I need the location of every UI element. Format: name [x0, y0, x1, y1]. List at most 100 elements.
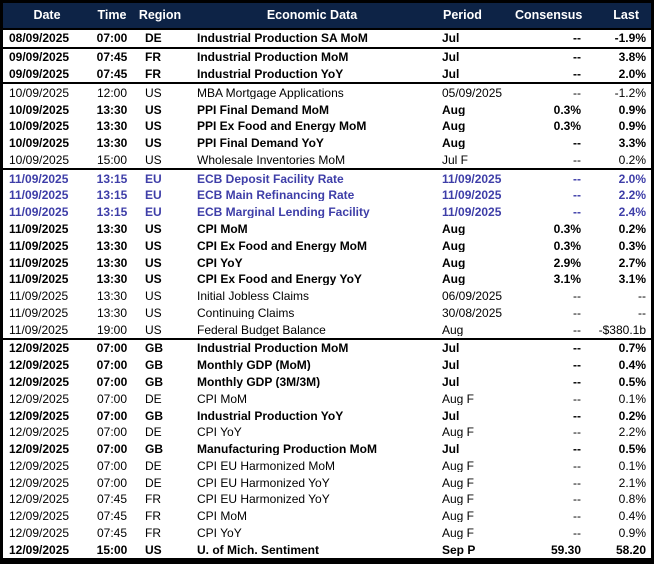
cell-time: 15:00	[96, 153, 128, 166]
cell-region: US	[145, 273, 162, 286]
table-row: 12/09/2025 07:00 DE CPI EU Harmonized Yo…	[3, 474, 651, 492]
cell-consensus: --	[573, 189, 581, 202]
cell-region: US	[145, 222, 162, 235]
cell-period: Aug	[442, 120, 466, 133]
cell-economic-data: PPI Final Demand YoY	[197, 137, 324, 150]
cell-last: 2.0%	[618, 172, 646, 185]
cell-economic-data: Continuing Claims	[197, 306, 295, 319]
cell-date: 11/09/2025	[9, 290, 69, 303]
cell-economic-data: CPI YoY	[197, 426, 242, 439]
cell-period: 11/09/2025	[442, 206, 502, 219]
table-row: 09/09/2025 07:45 FR Industrial Productio…	[3, 48, 651, 66]
table-row: 12/09/2025 07:00 GB Industrial Productio…	[3, 340, 651, 357]
cell-period: Aug F	[442, 527, 475, 540]
cell-period: 11/09/2025	[442, 189, 502, 202]
cell-region: GB	[145, 342, 163, 355]
cell-date: 11/09/2025	[9, 172, 69, 185]
cell-region: US	[145, 256, 162, 269]
cell-last: 0.4%	[618, 359, 646, 372]
cell-last: 2.2%	[618, 426, 646, 439]
cell-region: FR	[145, 493, 161, 506]
table-row: 12/09/2025 07:00 GB Monthly GDP (3M/3M) …	[3, 373, 651, 391]
cell-economic-data: Industrial Production MoM	[197, 51, 349, 64]
cell-date: 11/09/2025	[9, 306, 69, 319]
table-row: 08/09/2025 07:00 DE Industrial Productio…	[3, 30, 651, 49]
cell-last: 2.0%	[618, 67, 646, 80]
cell-region: US	[145, 153, 162, 166]
cell-date: 12/09/2025	[9, 359, 70, 372]
cell-economic-data: Monthly GDP (MoM)	[197, 359, 311, 372]
cell-period: 30/08/2025	[442, 306, 503, 319]
cell-date: 09/09/2025	[9, 51, 70, 64]
cell-economic-data: ECB Deposit Facility Rate	[197, 172, 344, 185]
cell-economic-data: Industrial Production SA MoM	[197, 32, 368, 45]
table-row: 12/09/2025 15:00 US U. of Mich. Sentimen…	[3, 541, 651, 558]
cell-consensus: 0.3%	[553, 103, 581, 116]
table-row: 12/09/2025 07:45 FR CPI EU Harmonized Yo…	[3, 491, 651, 508]
cell-consensus: 0.3%	[553, 222, 581, 235]
cell-consensus: --	[573, 32, 581, 45]
cell-last: 0.4%	[618, 510, 646, 523]
cell-last: 0.5%	[618, 376, 646, 389]
cell-economic-data: MBA Mortgage Applications	[197, 86, 344, 99]
cell-date: 12/09/2025	[9, 510, 70, 523]
column-header-consensus: Consensus	[515, 9, 583, 22]
cell-period: 05/09/2025	[442, 86, 503, 99]
cell-last: 0.1%	[618, 459, 646, 472]
cell-consensus: 2.9%	[553, 256, 581, 269]
cell-time: 07:00	[96, 426, 128, 439]
cell-period: Aug	[442, 273, 466, 286]
cell-period: Jul	[442, 342, 460, 355]
cell-region: US	[145, 120, 162, 133]
cell-period: Jul	[442, 409, 460, 422]
table-row: 12/09/2025 07:45 FR CPI MoM Aug F -- 0.4…	[3, 507, 651, 525]
column-header-date: Date	[33, 9, 61, 22]
cell-last: 58.20	[615, 543, 646, 556]
cell-date: 12/09/2025	[9, 376, 70, 389]
cell-time: 13:30	[96, 306, 128, 319]
cell-last: 3.3%	[618, 137, 646, 150]
cell-period: Aug F	[442, 510, 475, 523]
cell-economic-data: Wholesale Inventories MoM	[197, 153, 346, 166]
cell-economic-data: CPI Ex Food and Energy YoY	[197, 273, 362, 286]
cell-last: 2.2%	[618, 189, 646, 202]
cell-last: 3.8%	[618, 51, 646, 64]
cell-economic-data: PPI Ex Food and Energy MoM	[197, 120, 367, 133]
cell-time: 07:00	[96, 376, 128, 389]
cell-region: EU	[145, 206, 162, 219]
cell-time: 07:00	[96, 392, 128, 405]
cell-date: 09/09/2025	[9, 67, 70, 80]
cell-consensus: --	[573, 67, 581, 80]
cell-time: 13:15	[96, 172, 128, 185]
cell-last: 2.7%	[618, 256, 646, 269]
table-row: 10/09/2025 13:30 US PPI Final Demand YoY…	[3, 134, 651, 152]
cell-period: 06/09/2025	[442, 290, 503, 303]
table-row: 11/09/2025 13:30 US CPI MoM Aug 0.3% 0.2…	[3, 220, 651, 238]
cell-date: 12/09/2025	[9, 527, 70, 540]
cell-last: -1.9%	[614, 32, 646, 45]
cell-period: Jul	[442, 67, 460, 80]
table-body: 08/09/2025 07:00 DE Industrial Productio…	[3, 30, 651, 558]
cell-period: Aug F	[442, 426, 475, 439]
cell-period: Aug F	[442, 493, 475, 506]
cell-consensus: --	[573, 409, 581, 422]
cell-region: DE	[145, 426, 162, 439]
cell-economic-data: CPI YoY	[197, 256, 243, 269]
cell-consensus: --	[573, 172, 581, 185]
table-row: 10/09/2025 12:00 US MBA Mortgage Applica…	[3, 84, 651, 102]
cell-region: US	[145, 290, 162, 303]
cell-time: 07:45	[96, 510, 128, 523]
cell-region: FR	[145, 51, 161, 64]
cell-date: 11/09/2025	[9, 189, 69, 202]
cell-time: 13:30	[96, 222, 128, 235]
cell-region: US	[145, 86, 162, 99]
cell-date: 10/09/2025	[9, 103, 70, 116]
cell-period: Jul	[442, 376, 460, 389]
cell-date: 08/09/2025	[9, 32, 70, 45]
cell-period: Jul	[442, 51, 460, 64]
cell-period: 11/09/2025	[442, 172, 502, 185]
cell-economic-data: PPI Final Demand MoM	[197, 103, 330, 116]
cell-consensus: --	[573, 290, 581, 303]
cell-consensus: --	[573, 476, 581, 489]
cell-time: 12:00	[96, 86, 128, 99]
